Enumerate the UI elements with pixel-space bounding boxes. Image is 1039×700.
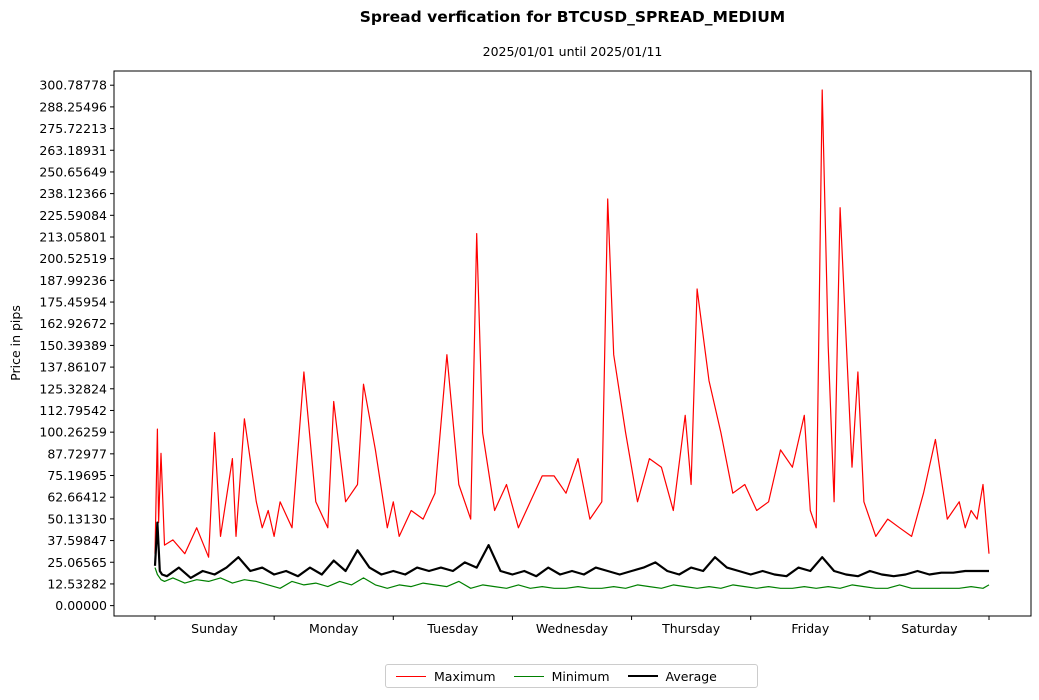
y-tick-label: 125.32824 [39,381,107,396]
y-tick-label: 300.78778 [39,78,107,93]
x-tick-label: Wednesday [536,621,609,636]
y-tick-label: 150.39389 [39,338,107,353]
series-line-maximum [154,89,990,558]
y-tick-label: 162.92672 [39,316,107,331]
y-axis-label: Price in pips [8,305,23,381]
chart-subtitle: 2025/01/01 until 2025/01/11 [482,44,663,59]
y-tick-label: 112.79542 [39,403,107,418]
legend-item-maximum: Maximum [396,669,496,684]
y-tick-label: 250.65649 [39,164,107,179]
series-line-average [153,521,989,580]
legend: Maximum Minimum Average [385,664,758,688]
y-tick-label: 200.52519 [39,251,107,266]
y-tick-label: 0.00000 [55,598,107,613]
x-tick-label: Thursday [661,621,721,636]
y-tick-label: 225.59084 [39,208,107,223]
y-tick-label: 100.26259 [39,425,107,440]
legend-item-minimum: Minimum [513,668,610,684]
legend-swatch-minimum [513,675,544,677]
y-tick-label: 87.72977 [47,446,107,461]
plot-frame [113,70,1032,617]
y-tick-label: 37.59847 [47,533,107,548]
x-tick-label: Saturday [901,621,958,636]
y-tick-label: 50.13130 [47,511,107,526]
legend-label-maximum: Maximum [434,668,496,684]
y-tick-label: 275.72213 [39,121,107,136]
y-tick-label: 238.12366 [39,186,107,201]
x-axis: Sunday Monday Tuesday Wednesday Thursday Frid… [154,616,990,636]
x-tick-label: Tuesday [426,621,478,636]
series-line-minimum [154,567,990,589]
y-tick-label: 263.18931 [39,143,107,158]
y-tick-label: 137.86107 [39,360,107,375]
y-tick-label: 175.45954 [39,295,107,310]
y-axis: 0.00000 12.53282 25.06565 37.59847 50.13130 6… [39,78,114,613]
y-tick-label: 25.06565 [47,555,107,570]
y-tick-label: 187.99236 [39,273,107,288]
y-tick-label: 75.19695 [47,468,107,483]
legend-label-minimum: Minimum [551,668,610,684]
chart-plot: 0.00000 12.53282 25.06565 37.59847 50.13130 6… [8,70,1032,636]
y-tick-label: 62.66412 [47,490,107,505]
chart-title: Spread verfication for BTCUSD_SPREAD_MED… [359,8,786,26]
legend-item-average: Average [627,668,717,684]
legend-swatch-maximum [396,675,426,677]
x-tick-label: Friday [791,621,829,636]
y-tick-label: 12.53282 [47,576,107,591]
x-tick-label: Sunday [191,621,238,636]
y-tick-label: 213.05801 [39,229,107,244]
x-tick-label: Monday [309,621,359,636]
series-layer [153,89,990,589]
legend-swatch-average [627,675,658,677]
y-tick-label: 288.25496 [39,99,107,114]
legend-label-average: Average [665,668,717,684]
